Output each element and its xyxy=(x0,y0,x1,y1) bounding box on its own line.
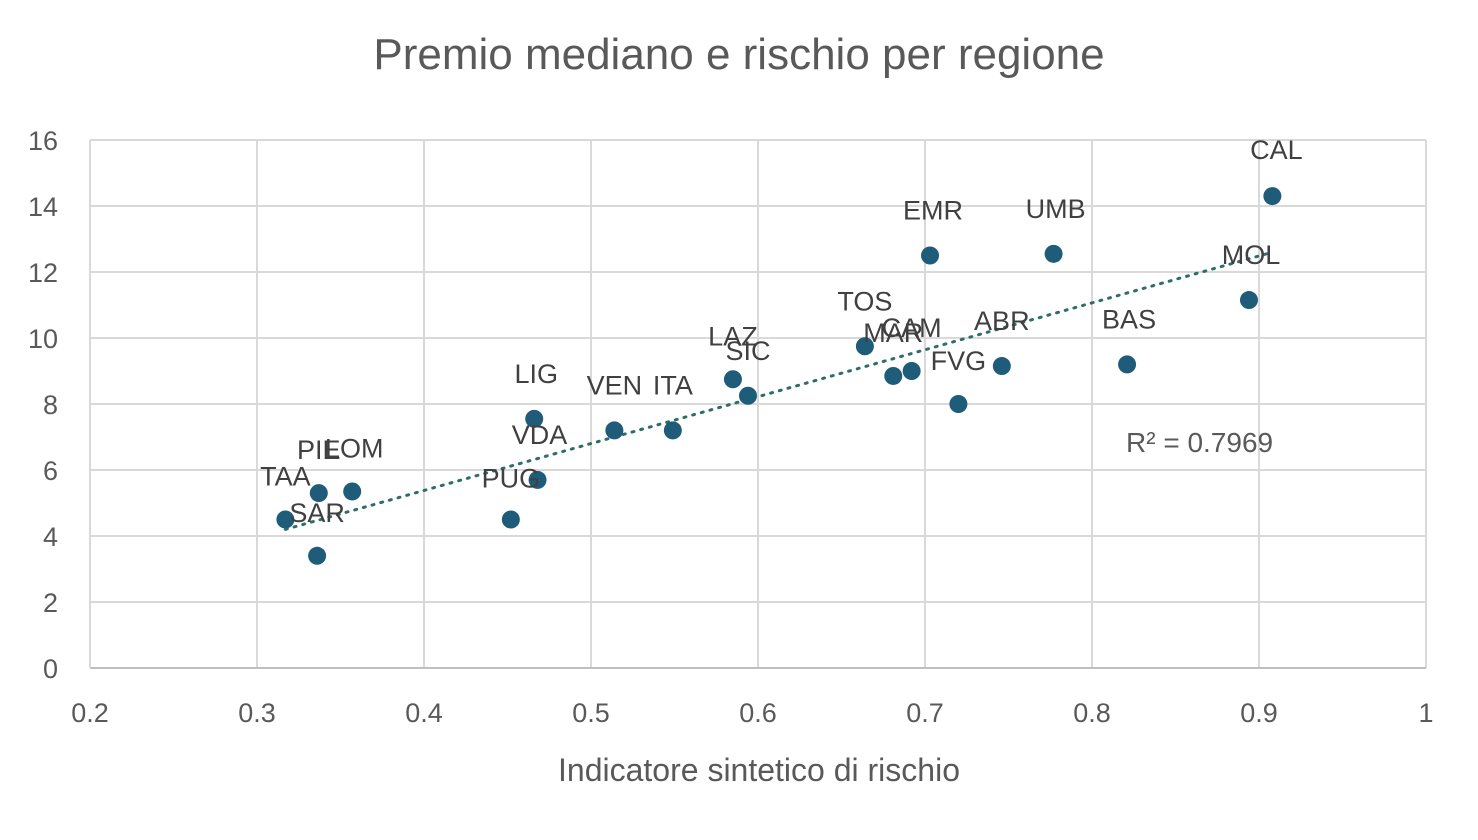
y-tick-label: 10 xyxy=(28,324,58,354)
x-tick-label: 0.5 xyxy=(572,698,610,728)
trendline xyxy=(283,250,1274,531)
data-label-pie: PIE xyxy=(297,435,341,465)
data-point-fvg xyxy=(949,395,968,413)
data-point-pug xyxy=(501,510,520,529)
data-point-bas xyxy=(1118,355,1137,374)
x-tick-label: 0.9 xyxy=(1240,698,1278,728)
data-point-umb xyxy=(1044,244,1063,263)
data-label-ven: VEN xyxy=(587,370,643,400)
data-label-emr: EMR xyxy=(903,196,963,226)
data-label-vda: VDA xyxy=(512,420,568,450)
data-point-vda xyxy=(528,470,547,489)
data-point-tos xyxy=(855,337,874,356)
data-label-abr: ABR xyxy=(974,306,1030,336)
y-tick-label: 2 xyxy=(43,588,58,618)
data-point-cal xyxy=(1263,187,1282,206)
x-tick-label: 1 xyxy=(1418,698,1433,728)
x-tick-label: 0.8 xyxy=(1073,698,1111,728)
data-point-sar xyxy=(308,546,327,565)
data-label-fvg: FVG xyxy=(931,346,987,376)
data-label-lom: LOM xyxy=(325,433,384,463)
x-tick-label: 0.2 xyxy=(71,698,109,728)
y-tick-label: 12 xyxy=(28,258,58,288)
data-point-lig xyxy=(525,409,544,428)
data-point-pie xyxy=(309,484,328,503)
y-tick-label: 8 xyxy=(43,390,58,420)
data-label-sar: SAR xyxy=(289,498,345,528)
data-point-abr xyxy=(992,357,1011,376)
trendline-group xyxy=(283,250,1274,531)
data-label-umb: UMB xyxy=(1026,194,1086,224)
data-points xyxy=(276,187,1282,565)
data-label-bas: BAS xyxy=(1102,304,1156,334)
data-label-sic: SIC xyxy=(725,336,770,366)
x-tick-label: 0.6 xyxy=(739,698,777,728)
data-point-laz xyxy=(723,370,742,389)
data-point-emr xyxy=(921,246,940,265)
x-axis-title: Indicatore sintetico di rischio xyxy=(558,752,960,788)
x-tick-label: 0.7 xyxy=(906,698,944,728)
y-tick-label: 0 xyxy=(43,654,58,684)
x-tick-label: 0.4 xyxy=(405,698,443,728)
data-label-tos: TOS xyxy=(837,286,892,316)
data-point-taa xyxy=(276,510,295,529)
data-point-mar xyxy=(884,366,903,385)
r-squared-label: R² = 0.7969 xyxy=(1126,427,1273,458)
y-tick-label: 6 xyxy=(43,456,58,486)
data-label-cam: CAM xyxy=(882,313,942,343)
y-tick-label: 14 xyxy=(28,192,58,222)
data-label-laz: LAZ xyxy=(708,321,758,351)
y-tick-label: 16 xyxy=(28,126,58,156)
data-point-cam xyxy=(902,362,921,380)
data-label-taa: TAA xyxy=(260,462,311,492)
data-point-ven xyxy=(605,421,624,440)
data-point-sic xyxy=(738,386,757,405)
data-label-mar: MAR xyxy=(863,318,923,348)
data-point-lom xyxy=(343,482,362,501)
data-label-lig: LIG xyxy=(514,359,558,389)
data-point-ita xyxy=(663,421,682,440)
data-label-ita: ITA xyxy=(653,370,693,400)
data-point-mol xyxy=(1239,291,1258,310)
x-tick-label: 0.3 xyxy=(238,698,276,728)
data-label-cal: CAL xyxy=(1250,135,1303,165)
y-tick-label: 4 xyxy=(43,522,58,552)
data-label-pug: PUG xyxy=(482,464,541,494)
data-label-mol: MOL xyxy=(1222,240,1281,270)
chart-title: Premio mediano e rischio per regione xyxy=(373,30,1105,79)
grid-lines xyxy=(90,139,1427,668)
